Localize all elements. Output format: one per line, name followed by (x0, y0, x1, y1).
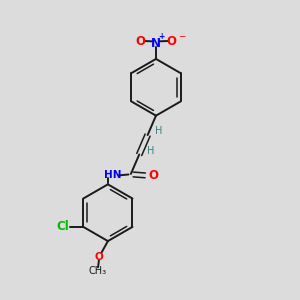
Text: HN: HN (103, 170, 121, 180)
Text: +: + (158, 32, 165, 41)
Text: CH₃: CH₃ (88, 266, 106, 276)
Text: −: − (178, 31, 185, 40)
Text: O: O (135, 34, 146, 47)
Text: H: H (147, 146, 154, 156)
Text: O: O (94, 252, 103, 262)
Text: O: O (167, 34, 176, 47)
Text: O: O (148, 169, 158, 182)
Text: Cl: Cl (57, 220, 69, 233)
Text: N: N (151, 37, 161, 50)
Text: H: H (155, 127, 163, 136)
